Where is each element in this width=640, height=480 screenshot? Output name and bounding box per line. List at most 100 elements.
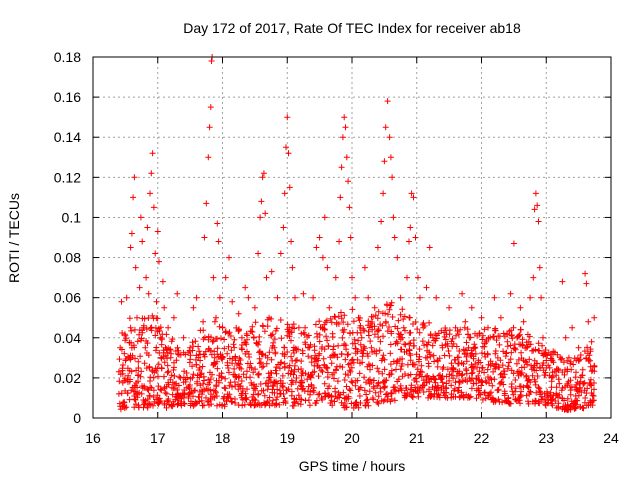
data-point <box>255 341 262 348</box>
data-point <box>196 364 203 371</box>
data-point <box>456 348 463 354</box>
data-point <box>274 386 281 393</box>
data-point <box>430 375 437 382</box>
data-point <box>393 338 400 345</box>
data-point <box>238 365 245 372</box>
data-point <box>201 353 208 360</box>
data-point <box>152 325 159 331</box>
data-point <box>332 393 339 400</box>
data-point <box>538 393 545 400</box>
data-point <box>286 364 292 371</box>
data-point <box>384 98 391 105</box>
data-point <box>520 318 527 325</box>
data-point <box>291 399 298 406</box>
data-point <box>155 383 162 390</box>
data-point <box>174 386 181 393</box>
data-point <box>387 302 394 309</box>
data-point <box>481 350 488 357</box>
data-point <box>196 374 203 381</box>
data-point <box>288 367 295 374</box>
data-point <box>286 333 293 340</box>
data-point <box>271 390 278 396</box>
data-point <box>569 324 576 331</box>
data-point <box>553 372 560 379</box>
data-point <box>439 344 446 351</box>
data-point <box>195 354 202 361</box>
data-point <box>513 360 520 367</box>
x-tick-label: 20 <box>344 430 360 446</box>
data-point <box>468 370 475 377</box>
data-point <box>117 344 124 351</box>
data-point <box>188 389 195 395</box>
data-point <box>154 392 161 399</box>
data-point <box>215 238 222 245</box>
data-point <box>127 244 134 251</box>
data-point <box>365 361 372 368</box>
data-point <box>265 374 272 381</box>
data-point <box>406 314 413 321</box>
data-point <box>224 359 231 366</box>
data-point <box>120 362 126 368</box>
data-point <box>330 343 337 350</box>
data-point <box>341 341 348 347</box>
data-point <box>229 399 236 405</box>
data-point <box>336 394 343 401</box>
data-point <box>370 377 377 384</box>
data-point <box>429 334 436 341</box>
data-point <box>211 318 218 325</box>
data-point <box>499 362 506 369</box>
data-point <box>349 274 355 281</box>
data-point <box>263 274 270 281</box>
data-point <box>137 214 144 221</box>
data-point <box>324 364 331 371</box>
data-point <box>479 343 486 350</box>
data-point <box>208 58 215 64</box>
data-point <box>454 368 461 375</box>
data-point <box>205 376 212 383</box>
data-point <box>229 298 236 305</box>
data-point <box>320 355 327 362</box>
data-point <box>443 380 450 387</box>
data-point <box>398 363 405 369</box>
data-point <box>531 206 538 213</box>
data-point <box>414 326 421 333</box>
data-point <box>221 345 228 352</box>
data-point <box>577 356 584 363</box>
data-point <box>376 347 383 354</box>
data-point <box>508 327 515 334</box>
data-point <box>345 393 352 400</box>
data-point <box>323 317 330 324</box>
data-point <box>260 387 267 394</box>
data-point <box>355 314 362 321</box>
data-point <box>196 348 203 355</box>
data-point <box>367 338 374 345</box>
data-point <box>261 392 268 399</box>
data-point <box>155 373 161 380</box>
data-point <box>156 258 162 265</box>
data-point <box>584 385 591 392</box>
data-point <box>415 356 422 363</box>
data-point <box>507 290 514 297</box>
data-point <box>135 404 142 411</box>
data-point <box>378 218 385 225</box>
data-point <box>397 294 404 301</box>
data-point <box>345 351 352 358</box>
data-point <box>312 400 319 407</box>
data-point <box>416 353 423 360</box>
data-point <box>590 397 597 404</box>
data-point <box>485 335 492 342</box>
data-point <box>169 336 176 343</box>
data-point <box>386 306 393 313</box>
data-point <box>262 380 269 387</box>
data-point <box>130 194 137 201</box>
data-point <box>348 364 355 371</box>
data-point <box>375 400 382 407</box>
data-point <box>288 337 294 344</box>
data-point <box>363 379 369 386</box>
data-point <box>144 340 151 347</box>
data-point <box>284 114 291 121</box>
data-point <box>365 322 372 329</box>
data-point <box>386 324 392 330</box>
data-point <box>146 363 153 370</box>
data-point <box>338 399 345 406</box>
